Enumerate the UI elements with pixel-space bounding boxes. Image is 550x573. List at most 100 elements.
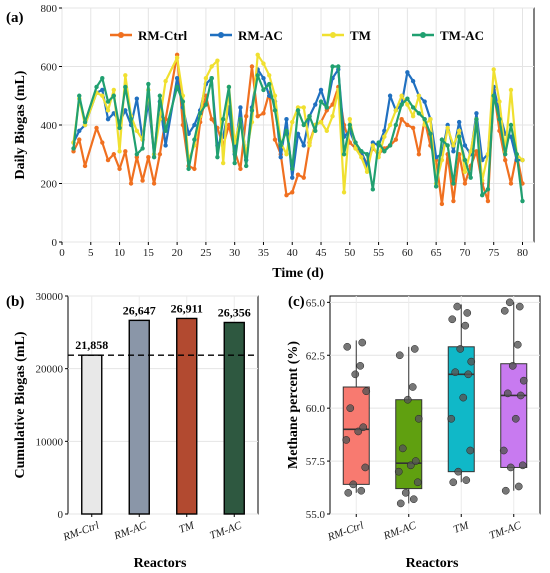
data-point [451, 181, 456, 186]
data-point [290, 166, 295, 172]
data-point [343, 342, 352, 351]
data-point [353, 146, 358, 151]
panel-a-x-title: Time (d) [272, 266, 324, 281]
data-point [238, 105, 243, 110]
y-tick-label: 200 [41, 179, 58, 191]
panel-b-label: (b) [6, 294, 24, 310]
panel-c-y-ticks: 55.0 57.5 60.0 62.5 65.0 [306, 297, 330, 521]
data-point [479, 193, 485, 198]
y-tick-label: 30000 [36, 291, 64, 303]
x-tick-label: 45 [316, 247, 328, 259]
x-tick-label: 35 [258, 247, 270, 259]
data-point [342, 436, 351, 444]
data-point [485, 187, 491, 192]
x-tick-label: TM-AC [208, 519, 244, 542]
y-tick-label: 0 [58, 509, 64, 521]
data-point [485, 198, 491, 204]
data-point [466, 446, 475, 455]
panel-a-y-ticks: 0 200 400 600 800 [41, 3, 62, 249]
data-point [220, 116, 226, 122]
data-point [203, 76, 209, 81]
data-point [491, 93, 496, 98]
data-point [301, 143, 306, 148]
y-tick-label: 10000 [36, 436, 64, 448]
data-point [347, 116, 353, 122]
data-point [77, 93, 82, 98]
data-point [347, 122, 353, 128]
data-point [261, 76, 266, 81]
bar-value-label: 21,858 [75, 338, 108, 352]
data-point [341, 190, 347, 195]
data-point [399, 93, 404, 98]
data-point [140, 178, 145, 183]
panel-b-x-title: Reactors [134, 556, 187, 571]
legend-label: RM-Ctrl [138, 28, 187, 43]
data-point [330, 114, 335, 119]
data-point [134, 152, 140, 157]
data-point [354, 427, 363, 436]
data-point [413, 478, 422, 487]
data-point [399, 116, 404, 122]
data-point [163, 143, 168, 148]
data-point [370, 143, 376, 148]
data-point [111, 93, 117, 98]
data-point [393, 108, 399, 113]
data-point [462, 476, 471, 484]
data-point [313, 102, 318, 107]
data-point [301, 105, 306, 110]
data-point [422, 116, 427, 122]
data-point [261, 61, 266, 66]
data-point [186, 166, 191, 172]
data-point [514, 152, 519, 157]
data-point [232, 160, 237, 166]
data-point [503, 152, 508, 157]
data-point [295, 172, 301, 177]
panel-c-x-ticks: RM-Ctrl RM-AC TM TM-AC [325, 514, 523, 544]
data-point [295, 108, 301, 113]
data-point [272, 108, 278, 113]
bar-value-label: 26,911 [171, 301, 203, 315]
data-point [463, 309, 472, 317]
data-point [209, 76, 214, 81]
data-point [94, 125, 99, 131]
data-point [411, 457, 420, 465]
data-point [362, 387, 371, 396]
data-point [330, 102, 335, 107]
data-point [117, 125, 122, 131]
data-point [318, 119, 324, 125]
data-point [192, 166, 197, 172]
data-point [261, 111, 266, 116]
data-point [405, 70, 410, 75]
data-point [520, 157, 525, 163]
data-point [382, 149, 387, 154]
data-point [100, 76, 105, 81]
panel-a-legend: RM-Ctrl RM-AC TM TM-AC [110, 28, 484, 43]
data-point [318, 99, 324, 104]
data-point [511, 414, 520, 423]
data-point [278, 154, 283, 160]
data-point [516, 391, 525, 400]
data-point [313, 128, 318, 134]
data-point [439, 157, 445, 163]
panel-b: 21,858 26,647 26,911 26,356 RM-Ctrl RM-AC TM T… [6, 291, 259, 571]
data-point [344, 488, 353, 497]
bar-value-label: 26,647 [123, 303, 156, 317]
data-point [359, 423, 368, 432]
data-point [364, 152, 370, 157]
data-point [146, 81, 151, 87]
x-tick-label: 40 [287, 247, 299, 259]
data-point [215, 58, 220, 63]
data-point [359, 154, 364, 160]
y-tick-label: 57.5 [306, 456, 326, 468]
y-tick-label: 20000 [36, 364, 64, 376]
data-point [284, 193, 289, 198]
data-point [499, 446, 508, 455]
data-point [464, 370, 473, 379]
data-point [520, 198, 525, 204]
x-tick-label: RM-Ctrl [61, 520, 101, 544]
panel-a-grid [61, 7, 534, 243]
series-rm-ctrl [71, 52, 525, 207]
data-point [416, 111, 422, 116]
data-point [461, 321, 470, 330]
legend-label: TM [350, 28, 371, 43]
